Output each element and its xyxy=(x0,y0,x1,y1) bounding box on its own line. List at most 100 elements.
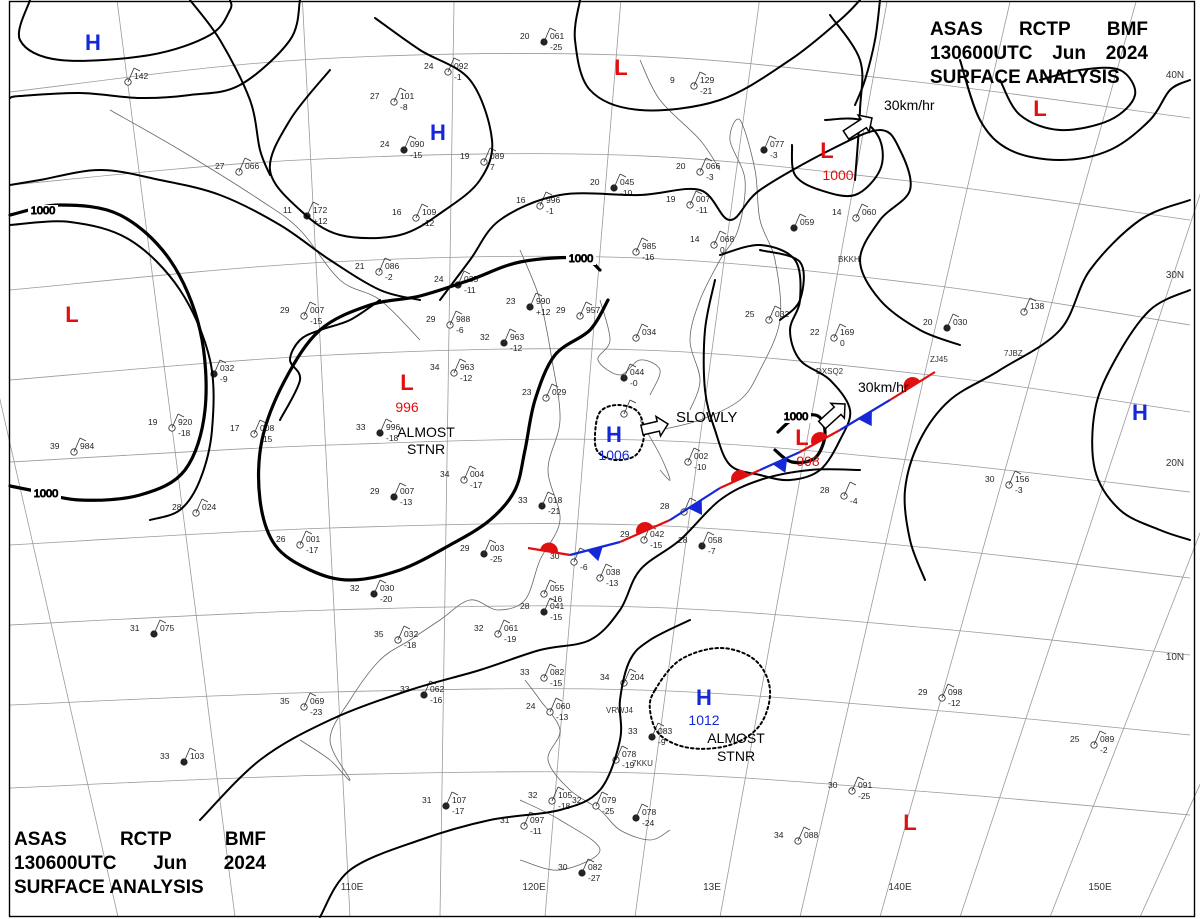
station-temperature: 24 xyxy=(434,274,444,284)
wind-barb xyxy=(1008,470,1016,486)
station-temperature: 20 xyxy=(590,177,600,187)
station-temperature: 24 xyxy=(424,61,434,71)
warm-front-semicircle xyxy=(811,432,828,446)
station-tendency: -9 xyxy=(658,737,666,747)
isobar xyxy=(17,0,233,62)
station-plot: 055-16 xyxy=(540,579,564,604)
wind-barb xyxy=(689,190,697,206)
station-plot: 28 -4 xyxy=(820,481,858,506)
wind-barb xyxy=(545,383,553,399)
station-pressure: 041 xyxy=(550,601,564,611)
isobar xyxy=(573,0,861,112)
station-plot: 077-3 xyxy=(760,135,784,160)
station-pressure: 002 xyxy=(694,451,708,461)
station-code: 7KKU xyxy=(632,759,653,768)
station-tendency: -11 xyxy=(464,285,476,295)
station-pressure: 061 xyxy=(550,31,564,41)
wind-barb xyxy=(195,498,203,514)
station-tendency: +12 xyxy=(536,307,551,317)
station-plot xyxy=(620,399,637,418)
station-temperature: 32 xyxy=(572,795,582,805)
station-plot: 19 920-18 xyxy=(148,413,192,438)
wind-barb xyxy=(445,791,453,807)
station-pressure: 988 xyxy=(456,314,470,324)
high-pressure-value: 1006 xyxy=(598,447,629,463)
station-pressure: 990 xyxy=(536,296,550,306)
station-plot: 28 024 xyxy=(172,498,216,517)
station-plot: 20 066-3 xyxy=(676,157,720,182)
longitude-line xyxy=(1049,531,1200,918)
isobar xyxy=(279,299,381,421)
wind-barb-flag xyxy=(133,67,141,72)
wind-barb xyxy=(651,722,659,738)
station-pressure: 061 xyxy=(504,623,518,633)
stationary-label: ALMOST xyxy=(707,730,765,746)
station-tendency: -4 xyxy=(850,496,858,506)
station-tendency: -19 xyxy=(504,634,517,644)
wind-barb xyxy=(393,482,401,498)
isobar-label-bg xyxy=(781,411,811,423)
isobar-label-bg xyxy=(566,253,596,265)
wind-barb xyxy=(941,683,949,699)
header-time: 130600UTC xyxy=(14,853,117,874)
station-pressure: 963 xyxy=(510,332,524,342)
coastline xyxy=(299,249,561,781)
header-station: RCTP xyxy=(119,829,172,850)
wind-barb-flag xyxy=(421,203,429,208)
station-plot: 34 004-17 xyxy=(440,465,484,490)
station-tendency: -19 xyxy=(622,760,635,770)
station-pressure: 169 xyxy=(840,327,854,337)
station-pressure: 092 xyxy=(454,61,468,71)
station-temperature: 33 xyxy=(628,726,638,736)
latitude-line xyxy=(9,255,1191,326)
station-pressure: 059 xyxy=(800,217,814,227)
wind-barb-flag xyxy=(384,257,392,262)
header-line-2: 130600UTC Jun 2024 xyxy=(930,42,1148,66)
isobar xyxy=(199,468,861,821)
wind-barb-flag xyxy=(399,87,407,92)
station-tendency: -21 xyxy=(700,86,713,96)
station-plot: 32 963-12 xyxy=(480,328,524,353)
station-plot: 31 075 xyxy=(130,619,174,638)
wind-barb xyxy=(701,531,709,547)
station-plot: 138 xyxy=(1020,297,1044,316)
wind-barb-flag xyxy=(693,447,701,452)
wind-barb-flag xyxy=(707,531,715,536)
station-plot: 17 008-15 xyxy=(230,419,274,444)
motion-arrow xyxy=(817,402,846,430)
station-temperature: 32 xyxy=(350,583,360,593)
header-line-1: ASAS RCTP BMF xyxy=(930,18,1148,42)
station-pressure: 032 xyxy=(775,309,789,319)
station-plot: 32 105-18 xyxy=(528,786,572,811)
station-plot: 29 003-25 xyxy=(460,539,504,564)
map-labels: 30km/hr30km/hrSLOWLYALMOSTSTNRALMOSTSTNR… xyxy=(341,70,1184,893)
station-pressure: 172 xyxy=(313,205,327,215)
motion-arrow xyxy=(842,113,873,141)
station-plot: 31 107-17 xyxy=(422,791,466,816)
high-pressure-symbol: H xyxy=(430,120,446,145)
wind-barb-flag xyxy=(1099,730,1107,735)
wind-barb-flag xyxy=(705,157,713,162)
stationary-label: STNR xyxy=(717,748,755,764)
station-temperature: 33 xyxy=(400,684,410,694)
wind-barb xyxy=(579,301,587,317)
station-code: DXSQ2 xyxy=(816,367,844,376)
wind-barb xyxy=(599,563,607,579)
wind-barb-flag xyxy=(463,270,471,275)
station-tendency: -18 xyxy=(178,428,191,438)
cold-front-triangle xyxy=(858,410,872,427)
station-plot: 142 xyxy=(124,67,148,86)
station-temperature: 35 xyxy=(280,696,290,706)
station-pressure: 060 xyxy=(862,207,876,217)
station-pressure: 032 xyxy=(220,363,234,373)
header-center: ASAS xyxy=(14,829,67,850)
station-pressure: 101 xyxy=(400,91,414,101)
station-tendency: -17 xyxy=(452,806,465,816)
station-tendency: -25 xyxy=(490,554,503,564)
station-pressure: 091 xyxy=(858,780,872,790)
isobars: 1000 1000 1000 1000 xyxy=(8,0,1191,918)
station-pressure: 098 xyxy=(948,687,962,697)
wind-barb xyxy=(529,292,537,308)
station-plot: 28 041-15 xyxy=(520,597,564,622)
